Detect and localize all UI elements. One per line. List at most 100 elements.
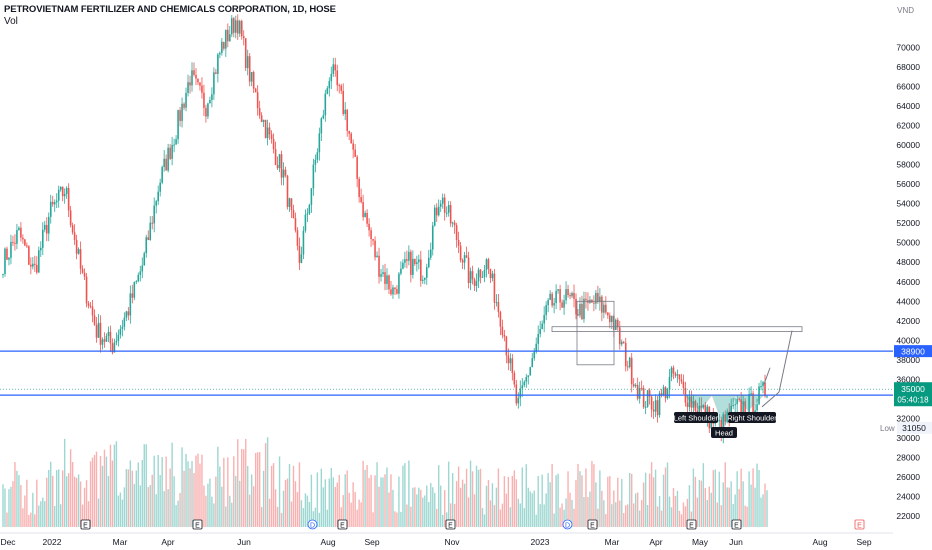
volume-bar [217, 446, 219, 527]
volume-bar [2, 484, 4, 527]
candle-body [692, 401, 695, 408]
candle-body [227, 29, 229, 42]
volume-bar [750, 484, 752, 527]
volume-bar [320, 468, 323, 527]
volume-bar [117, 495, 120, 527]
head-label: Head [715, 429, 733, 438]
candle-body [165, 158, 167, 171]
candle-body [300, 254, 303, 263]
candle-body [111, 343, 114, 353]
candle-body [45, 224, 48, 234]
volume-bar [748, 471, 750, 527]
volume-bar [368, 477, 370, 527]
candle-body [499, 311, 502, 327]
volume-bar [48, 469, 50, 527]
candle-body [358, 178, 360, 197]
volume-bar [521, 467, 523, 527]
volume-bar [623, 513, 625, 527]
volume-bar [388, 492, 390, 527]
candle-body [187, 82, 189, 93]
candle-body [268, 127, 271, 135]
candle-body [744, 401, 746, 414]
volume-bar [658, 496, 661, 527]
candle-body [57, 189, 60, 201]
volume-bar [394, 511, 396, 527]
volume-bar [221, 486, 223, 527]
candle-body [634, 384, 637, 387]
volume-bar [203, 485, 205, 527]
volume-bar [551, 463, 553, 527]
volume-bar [573, 508, 575, 527]
candle-body [256, 92, 259, 109]
volume-bar [123, 487, 126, 527]
candle-body [258, 108, 261, 116]
volume-bar [633, 503, 635, 527]
volume-bar [318, 512, 321, 527]
candle-body [38, 250, 40, 273]
price-tick-label: 38000 [896, 355, 920, 365]
volume-bar [12, 481, 14, 527]
volume-bar [565, 498, 567, 527]
candle-body [481, 276, 484, 278]
candle-body [10, 241, 12, 258]
volume-bar [547, 473, 549, 527]
volume-bar [322, 487, 325, 527]
volume-bar [384, 474, 386, 527]
candle-body [638, 387, 641, 399]
candle-body [670, 367, 673, 377]
candle-body [380, 274, 382, 277]
candle-body [109, 331, 112, 344]
candle-body [616, 319, 619, 328]
volume-bar [185, 453, 187, 527]
event-marker [192, 519, 203, 530]
candle-body [232, 18, 235, 33]
candle-body [173, 144, 175, 146]
candle-body [736, 398, 738, 405]
volume-bar [153, 455, 155, 527]
volume-bar [280, 512, 283, 527]
candle-body [22, 237, 24, 240]
volume-bar [553, 513, 555, 527]
volume-bar [181, 447, 183, 527]
candle-body [147, 237, 150, 241]
price-tick-label: 46000 [896, 277, 920, 287]
volume-bar [378, 486, 380, 527]
candle-body [272, 139, 275, 150]
candle-body [41, 229, 44, 248]
candle-body [376, 255, 378, 258]
candle-body [316, 152, 319, 160]
candle-body [129, 293, 132, 316]
candle-body [575, 298, 577, 315]
candle-body [219, 52, 221, 55]
candle-body [125, 311, 128, 318]
volume-bar [191, 461, 193, 527]
candle-body [236, 20, 239, 34]
volume-bar [44, 501, 46, 527]
candle-body [624, 342, 627, 367]
volume-bar [235, 475, 237, 527]
candle-body [151, 222, 154, 224]
volume-bar [332, 477, 334, 527]
candle-body [197, 78, 199, 83]
candle-body [55, 200, 58, 203]
candle-body [169, 147, 171, 159]
volume-bar [694, 476, 697, 527]
volume-bar [42, 497, 44, 527]
candle-body [4, 248, 6, 274]
candle-body [322, 115, 325, 119]
volume-bar [519, 503, 521, 527]
time-tick-label: Aug [320, 537, 335, 547]
candle-body [65, 187, 68, 194]
candle-body [509, 358, 512, 364]
candle-body [103, 339, 106, 342]
candle-body [664, 387, 667, 399]
volume-bar [183, 470, 185, 527]
candle-body [171, 144, 173, 159]
volume-bar [30, 512, 32, 527]
candle-body [549, 293, 551, 300]
candle-body [561, 302, 563, 308]
candle-body [485, 259, 488, 270]
volume-bar [684, 506, 687, 527]
candle-body [666, 389, 669, 399]
